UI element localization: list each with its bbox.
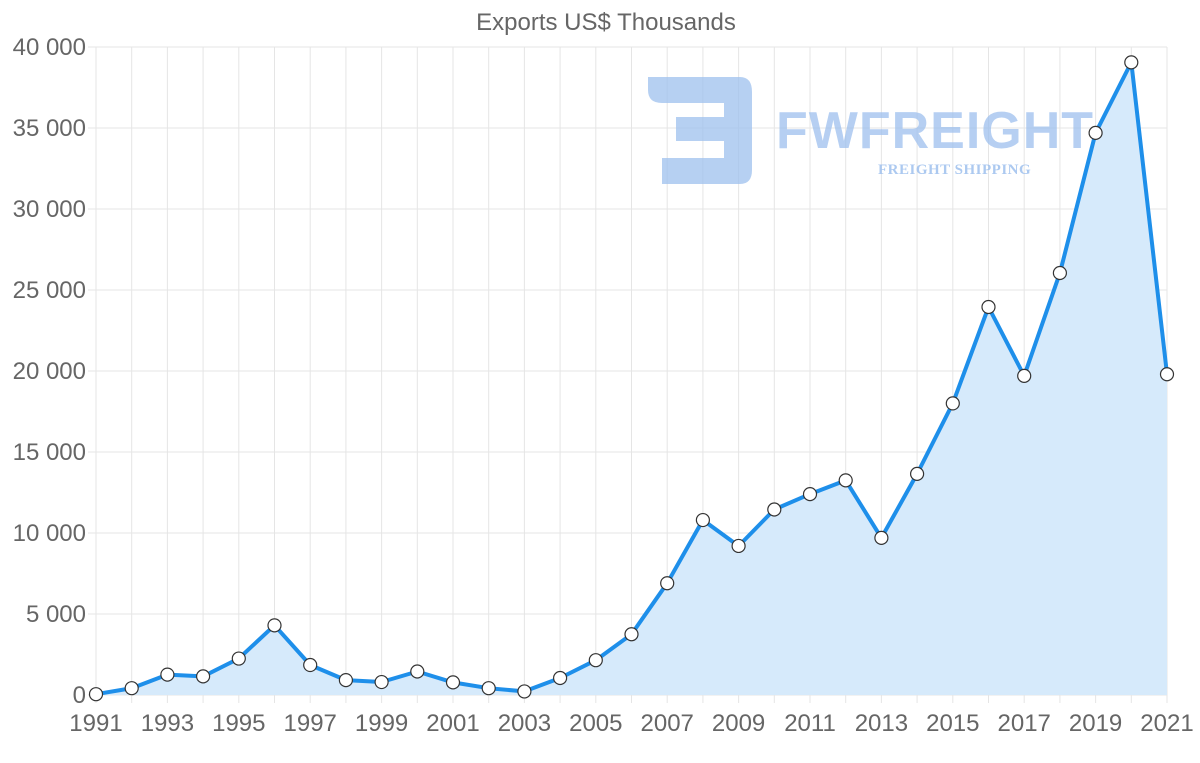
x-tick-label: 1991 <box>69 710 122 737</box>
y-tick-label: 25 000 <box>13 277 86 304</box>
x-tick-label: 2013 <box>855 710 908 737</box>
data-point-2018[interactable] <box>1052 265 1068 281</box>
x-tick-label: 2015 <box>926 710 979 737</box>
data-point-2021[interactable] <box>1159 367 1175 382</box>
fwfreight-logo-icon <box>648 77 752 184</box>
x-tick-label: 2019 <box>1069 710 1122 737</box>
data-point-1999[interactable] <box>374 674 389 690</box>
y-tick-label: 0 <box>73 682 86 709</box>
area-fill <box>96 62 1167 695</box>
data-point-2005[interactable] <box>588 653 603 668</box>
data-point-1998[interactable] <box>338 672 353 688</box>
chart-title: Exports US$ Thousands <box>476 9 736 36</box>
y-tick-label: 40 000 <box>13 34 86 61</box>
x-tick-label: 1993 <box>141 710 194 737</box>
watermark-tagline: FREIGHT SHIPPING <box>878 162 1031 178</box>
x-tick-label: 2011 <box>784 710 836 737</box>
data-point-2004[interactable] <box>552 670 568 686</box>
data-point-2016[interactable] <box>981 299 996 315</box>
watermark-logo: FWFREIGHT FREIGHT SHIPPING <box>648 77 1094 184</box>
data-point-1991[interactable] <box>88 687 104 702</box>
data-point-1993[interactable] <box>160 667 175 682</box>
y-tick-label: 10 000 <box>13 520 86 547</box>
data-point-1992[interactable] <box>124 681 139 696</box>
data-point-1994[interactable] <box>196 669 211 684</box>
y-tick-label: 35 000 <box>13 115 86 142</box>
data-point-2014[interactable] <box>909 466 925 481</box>
data-point-1995[interactable] <box>231 651 246 666</box>
y-tick-label: 15 000 <box>13 439 86 466</box>
data-point-2000[interactable] <box>410 664 425 679</box>
data-point-2012[interactable] <box>838 473 853 488</box>
x-tick-label: 2017 <box>998 710 1051 737</box>
x-tick-label: 2009 <box>712 710 765 737</box>
x-tick-label: 1995 <box>212 710 265 737</box>
data-point-2013[interactable] <box>874 530 889 545</box>
y-tick-label: 20 000 <box>13 358 86 385</box>
x-tick-label: 2007 <box>641 710 694 737</box>
data-point-2002[interactable] <box>481 681 496 696</box>
y-tick-label: 30 000 <box>13 196 86 223</box>
y-tick-label: 5 000 <box>26 601 86 628</box>
data-point-2008[interactable] <box>695 512 711 528</box>
x-tick-label: 1999 <box>355 710 408 737</box>
y-axis: 0 5 000 10 000 15 000 20 000 25 000 30 000 35 0… <box>13 34 86 709</box>
data-point-2003[interactable] <box>517 684 532 699</box>
data-point-2001[interactable] <box>445 675 461 690</box>
x-tick-label: 2003 <box>498 710 551 737</box>
data-point-2019[interactable] <box>1088 125 1103 140</box>
x-tick-label: 2005 <box>569 710 622 737</box>
x-tick-label: 2021 <box>1140 710 1193 737</box>
data-point-1996[interactable] <box>267 618 282 633</box>
data-point-2020[interactable] <box>1124 55 1139 70</box>
x-tick-label: 2001 <box>426 710 479 737</box>
data-point-2009[interactable] <box>731 538 746 554</box>
x-tick-label: 1997 <box>284 710 337 737</box>
watermark-name: FWFREIGHT <box>776 102 1094 160</box>
area-series-fill <box>96 62 1167 695</box>
x-axis: 1991 1993 1995 1997 1999 2001 2003 2005 2007 2009… <box>69 710 1193 737</box>
data-point-2015[interactable] <box>945 396 960 411</box>
data-point-2007[interactable] <box>660 576 675 591</box>
data-point-2017[interactable] <box>1017 368 1032 383</box>
data-points <box>88 55 1175 702</box>
data-point-1997[interactable] <box>303 657 318 673</box>
data-point-2006[interactable] <box>624 627 639 642</box>
data-point-2010[interactable] <box>767 502 782 517</box>
data-point-2011[interactable] <box>802 487 818 502</box>
